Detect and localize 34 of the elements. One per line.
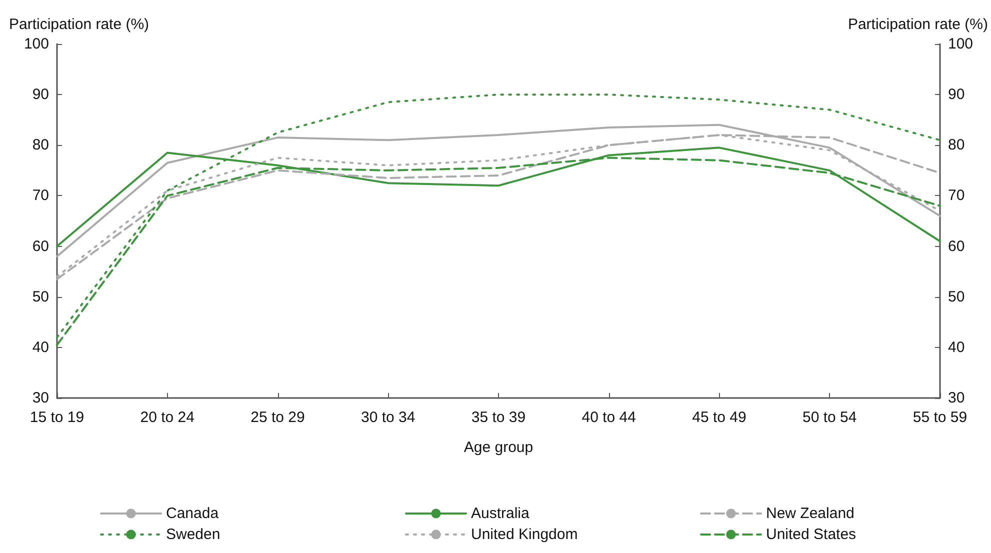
y-tick-label: 70: [32, 187, 49, 204]
y2-tick-label: 30: [948, 390, 965, 406]
legend-label: Canada: [166, 505, 220, 522]
x-tick-label: 25 to 29: [250, 409, 305, 426]
y2-tick-label: 60: [948, 238, 965, 255]
legend-label: United States: [766, 526, 856, 543]
y-tick-label: 60: [32, 238, 49, 255]
y2-tick-label: 50: [948, 288, 965, 306]
legend-label: United Kingdom: [471, 526, 578, 543]
y-tick-label: 90: [32, 86, 49, 104]
x-tick-label: 20 to 24: [140, 409, 194, 426]
y2-axis-title: Participation rate (%): [848, 16, 988, 33]
y-axis-title: Participation rate (%): [9, 16, 150, 33]
legend-label: Australia: [471, 505, 530, 522]
y-tick-label: 80: [32, 136, 49, 154]
x-tick-label: 35 to 39: [471, 409, 526, 426]
y2-tick-label: 90: [948, 86, 965, 104]
y2-tick-label: 40: [948, 338, 965, 356]
legend-label: New Zealand: [766, 505, 854, 522]
y2-tick-label: 100: [948, 36, 974, 52]
y-tick-label: 40: [32, 338, 49, 356]
legend-label: Sweden: [166, 526, 220, 543]
y2-tick-label: 70: [948, 187, 965, 204]
y-tick-label: 100: [24, 36, 49, 52]
y-tick-label: 30: [32, 390, 49, 406]
x-axis-title: Age group: [464, 439, 534, 456]
y-tick-label: 50: [32, 288, 49, 306]
y2-tick-label: 80: [948, 136, 965, 154]
x-tick-label: 55 to 59: [912, 409, 968, 426]
x-tick-label: 30 to 34: [361, 409, 416, 426]
x-tick-label: 15 to 19: [30, 409, 84, 426]
x-tick-label: 50 to 54: [802, 409, 857, 426]
x-tick-label: 40 to 44: [582, 409, 636, 426]
x-tick-label: 45 to 49: [692, 409, 746, 426]
